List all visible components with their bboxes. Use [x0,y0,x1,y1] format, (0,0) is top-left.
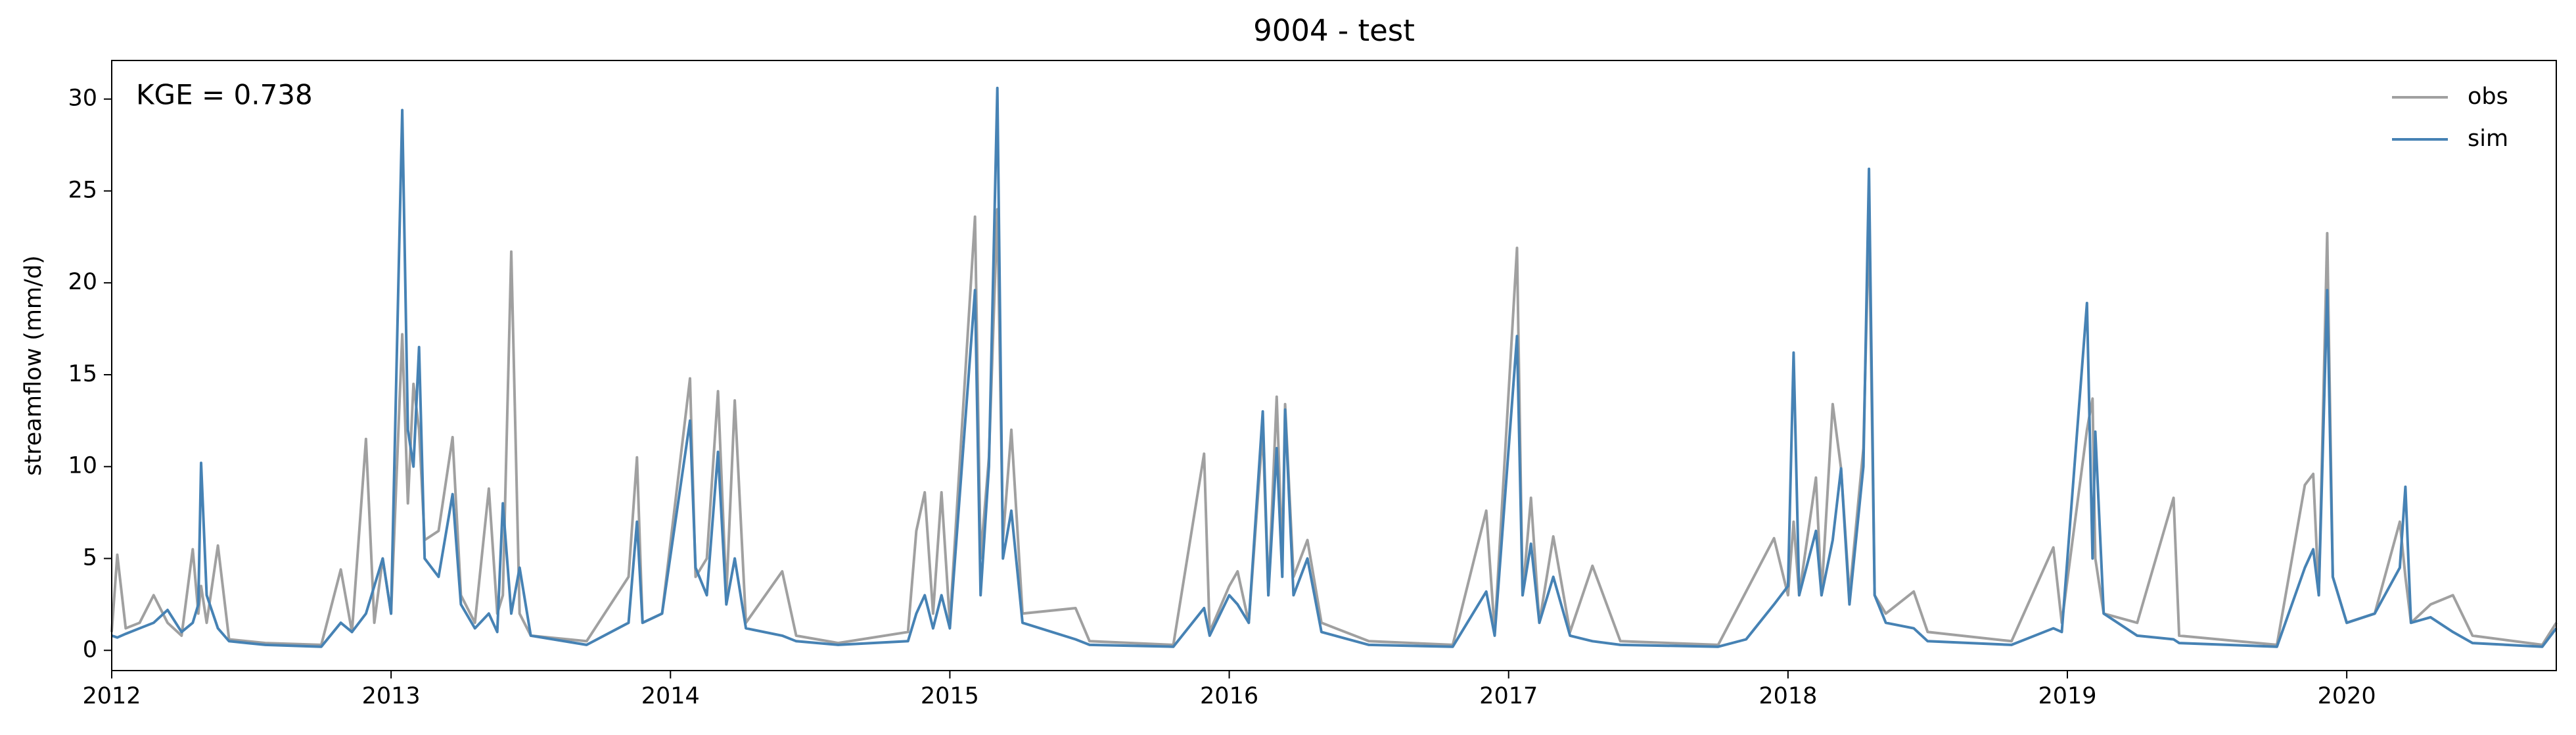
x-tick-label: 2018 [1759,683,1817,709]
x-tick-label: 2014 [641,683,700,709]
y-axis-label: streamflow (mm/d) [20,255,47,475]
series-line [110,208,2558,646]
legend-label: sim [2468,126,2508,152]
y-tick-label: 20 [68,269,97,295]
x-tick-label: 2020 [2318,683,2376,709]
x-tick-label: 2013 [362,683,421,709]
plot-frame [111,60,2557,671]
series-line [111,86,2558,648]
y-tick-label: 10 [68,453,97,479]
chart-title: 9004 - test [1253,13,1415,48]
x-tick-label: 2015 [921,683,979,709]
y-tick-label: 5 [83,544,97,571]
y-tick-label: 0 [83,636,97,663]
x-tick-label: 2012 [82,683,141,709]
x-tick-label: 2019 [2038,683,2096,709]
x-tick-label: 2016 [1200,683,1258,709]
y-tick-label: 15 [68,361,97,387]
y-tick-label: 25 [68,177,97,203]
y-tick-label: 30 [68,85,97,112]
legend-label: obs [2468,83,2508,110]
annotation: KGE = 0.738 [136,79,313,111]
x-tick-label: 2017 [1479,683,1538,709]
